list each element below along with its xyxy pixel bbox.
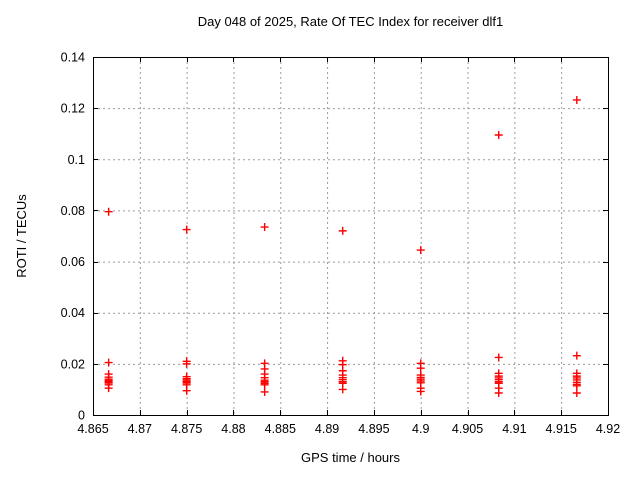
y-tick-label: 0.06 — [61, 255, 85, 269]
y-tick-label: 0.04 — [61, 306, 85, 320]
data-point-marker — [416, 387, 425, 396]
data-point-marker — [182, 225, 191, 234]
data-point-marker — [572, 381, 581, 390]
x-tick-label: 4.87 — [128, 422, 152, 436]
data-point-marker — [182, 359, 191, 368]
data-point-marker — [494, 130, 503, 139]
data-point-marker — [572, 351, 581, 360]
y-tick-label: 0.12 — [61, 102, 85, 116]
x-tick-label: 4.92 — [596, 422, 620, 436]
data-point-marker — [104, 207, 113, 216]
x-axis-label: GPS time / hours — [301, 450, 400, 465]
x-tick-label: 4.895 — [358, 422, 389, 436]
y-tick-label: 0.08 — [61, 204, 85, 218]
x-tick-label: 4.915 — [546, 422, 577, 436]
data-point-marker — [494, 353, 503, 362]
y-tick-label: 0.14 — [61, 51, 85, 65]
x-tick-label: 4.91 — [502, 422, 526, 436]
data-point-marker — [572, 95, 581, 104]
data-point-marker — [416, 364, 425, 373]
data-point-marker — [104, 384, 113, 393]
data-point-marker — [494, 389, 503, 398]
data-point-marker — [260, 387, 269, 396]
y-axis-label: ROTI / TECUs — [14, 194, 29, 278]
x-tick-label: 4.9 — [412, 422, 429, 436]
data-point-marker — [260, 380, 269, 389]
chart-title: Day 048 of 2025, Rate Of TEC Index for r… — [197, 14, 504, 29]
x-tick-label: 4.89 — [315, 422, 339, 436]
plot-border — [93, 57, 609, 416]
data-point-marker — [572, 389, 581, 398]
data-point-marker — [338, 226, 347, 235]
data-point-marker — [104, 358, 113, 367]
data-point-marker — [182, 386, 191, 395]
x-tick-label: 4.875 — [171, 422, 202, 436]
x-tick-label: 4.905 — [452, 422, 483, 436]
x-tick-label: 4.88 — [221, 422, 245, 436]
data-point-marker — [416, 246, 425, 255]
x-tick-label: 4.865 — [77, 422, 108, 436]
y-tick-label: 0.02 — [61, 357, 85, 371]
data-point-marker — [260, 223, 269, 232]
y-tick-label: 0 — [78, 409, 85, 423]
x-tick-label: 4.885 — [265, 422, 296, 436]
data-point-marker — [338, 385, 347, 394]
y-tick-label: 0.1 — [68, 153, 85, 167]
